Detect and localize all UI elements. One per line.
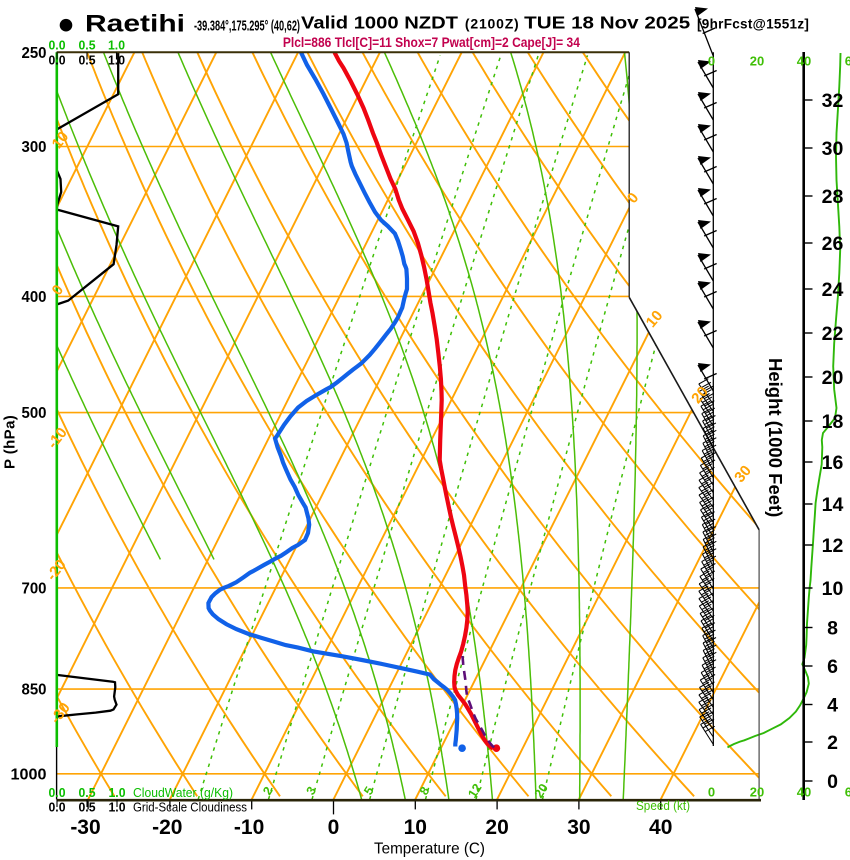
svg-text:500: 500	[22, 405, 47, 422]
svg-text:8: 8	[827, 618, 838, 640]
svg-text:40: 40	[797, 54, 811, 69]
svg-text:20: 20	[485, 816, 508, 839]
svg-text:20: 20	[750, 54, 764, 69]
svg-text:26: 26	[822, 233, 844, 255]
svg-text:14: 14	[822, 494, 844, 516]
svg-text:1.0: 1.0	[108, 53, 125, 68]
svg-text:10: 10	[49, 128, 73, 152]
svg-text:2: 2	[827, 732, 838, 754]
svg-text:20: 20	[822, 367, 844, 389]
svg-text:TUE 18 Nov 2025: TUE 18 Nov 2025	[524, 12, 690, 32]
svg-text:-39.384°,175.295° (40,62): -39.384°,175.295° (40,62)	[194, 17, 300, 34]
svg-text:400: 400	[22, 289, 47, 306]
svg-text:Speed (kt): Speed (kt)	[636, 798, 690, 813]
svg-text:0: 0	[827, 771, 838, 793]
svg-text:Grid-Scale Cloudiness: Grid-Scale Cloudiness	[133, 801, 247, 815]
svg-text:0: 0	[708, 54, 715, 69]
svg-text:60: 60	[845, 785, 850, 800]
svg-text:40: 40	[797, 785, 811, 800]
svg-text:Temperature (C): Temperature (C)	[374, 841, 485, 858]
svg-text:22: 22	[822, 323, 844, 345]
svg-text:28: 28	[822, 186, 844, 208]
svg-text:0.0: 0.0	[49, 37, 66, 52]
svg-text:30: 30	[567, 816, 590, 839]
svg-text:700: 700	[22, 580, 47, 597]
svg-text:20: 20	[532, 781, 551, 800]
svg-text:16: 16	[822, 452, 844, 474]
svg-text:0: 0	[708, 785, 715, 800]
svg-text:Height (1000 Feet): Height (1000 Feet)	[765, 358, 786, 517]
svg-text:0.5: 0.5	[79, 785, 96, 800]
svg-text:18: 18	[822, 411, 844, 433]
svg-text:1.0: 1.0	[109, 785, 126, 800]
svg-text:CloudWater (g/Kg): CloudWater (g/Kg)	[133, 786, 233, 800]
svg-text:Plcl=886 Tlcl[C]=11 Shox=7 Pwa: Plcl=886 Tlcl[C]=11 Shox=7 Pwat[cm]=2 Ca…	[283, 34, 580, 50]
svg-text:250: 250	[22, 45, 47, 62]
svg-text:4: 4	[827, 695, 838, 717]
svg-text:12: 12	[822, 535, 844, 557]
svg-text:20: 20	[750, 785, 764, 800]
svg-text:12: 12	[465, 781, 484, 800]
svg-text:-30: -30	[70, 816, 100, 839]
svg-text:Raetihi: Raetihi	[85, 11, 185, 38]
svg-text:0.5: 0.5	[79, 53, 96, 68]
svg-text:40: 40	[649, 816, 672, 839]
svg-text:10: 10	[404, 816, 427, 839]
svg-text:[9hrFcst@1551z]: [9hrFcst@1551z]	[697, 16, 809, 31]
svg-text:P (hPa): P (hPa)	[2, 415, 19, 469]
svg-text:850: 850	[22, 682, 47, 699]
svg-text:60: 60	[845, 54, 850, 69]
svg-text:0.0: 0.0	[49, 785, 66, 800]
svg-text:0: 0	[328, 816, 340, 839]
svg-text:300: 300	[22, 139, 47, 156]
svg-text:-20: -20	[152, 816, 182, 839]
svg-text:24: 24	[822, 279, 844, 301]
svg-text:-10: -10	[234, 816, 264, 839]
svg-text:0.0: 0.0	[49, 53, 66, 68]
svg-text:6: 6	[827, 656, 838, 678]
svg-text:30: 30	[822, 138, 844, 160]
svg-text:1000: 1000	[11, 766, 47, 783]
svg-text:0.5: 0.5	[79, 37, 96, 52]
svg-text:32: 32	[822, 90, 844, 112]
svg-text:10: 10	[822, 578, 844, 600]
svg-text:Valid 1000 NZDT: Valid 1000 NZDT	[301, 12, 458, 32]
svg-text:(2100Z): (2100Z)	[465, 15, 520, 31]
svg-text:1.0: 1.0	[108, 37, 125, 52]
